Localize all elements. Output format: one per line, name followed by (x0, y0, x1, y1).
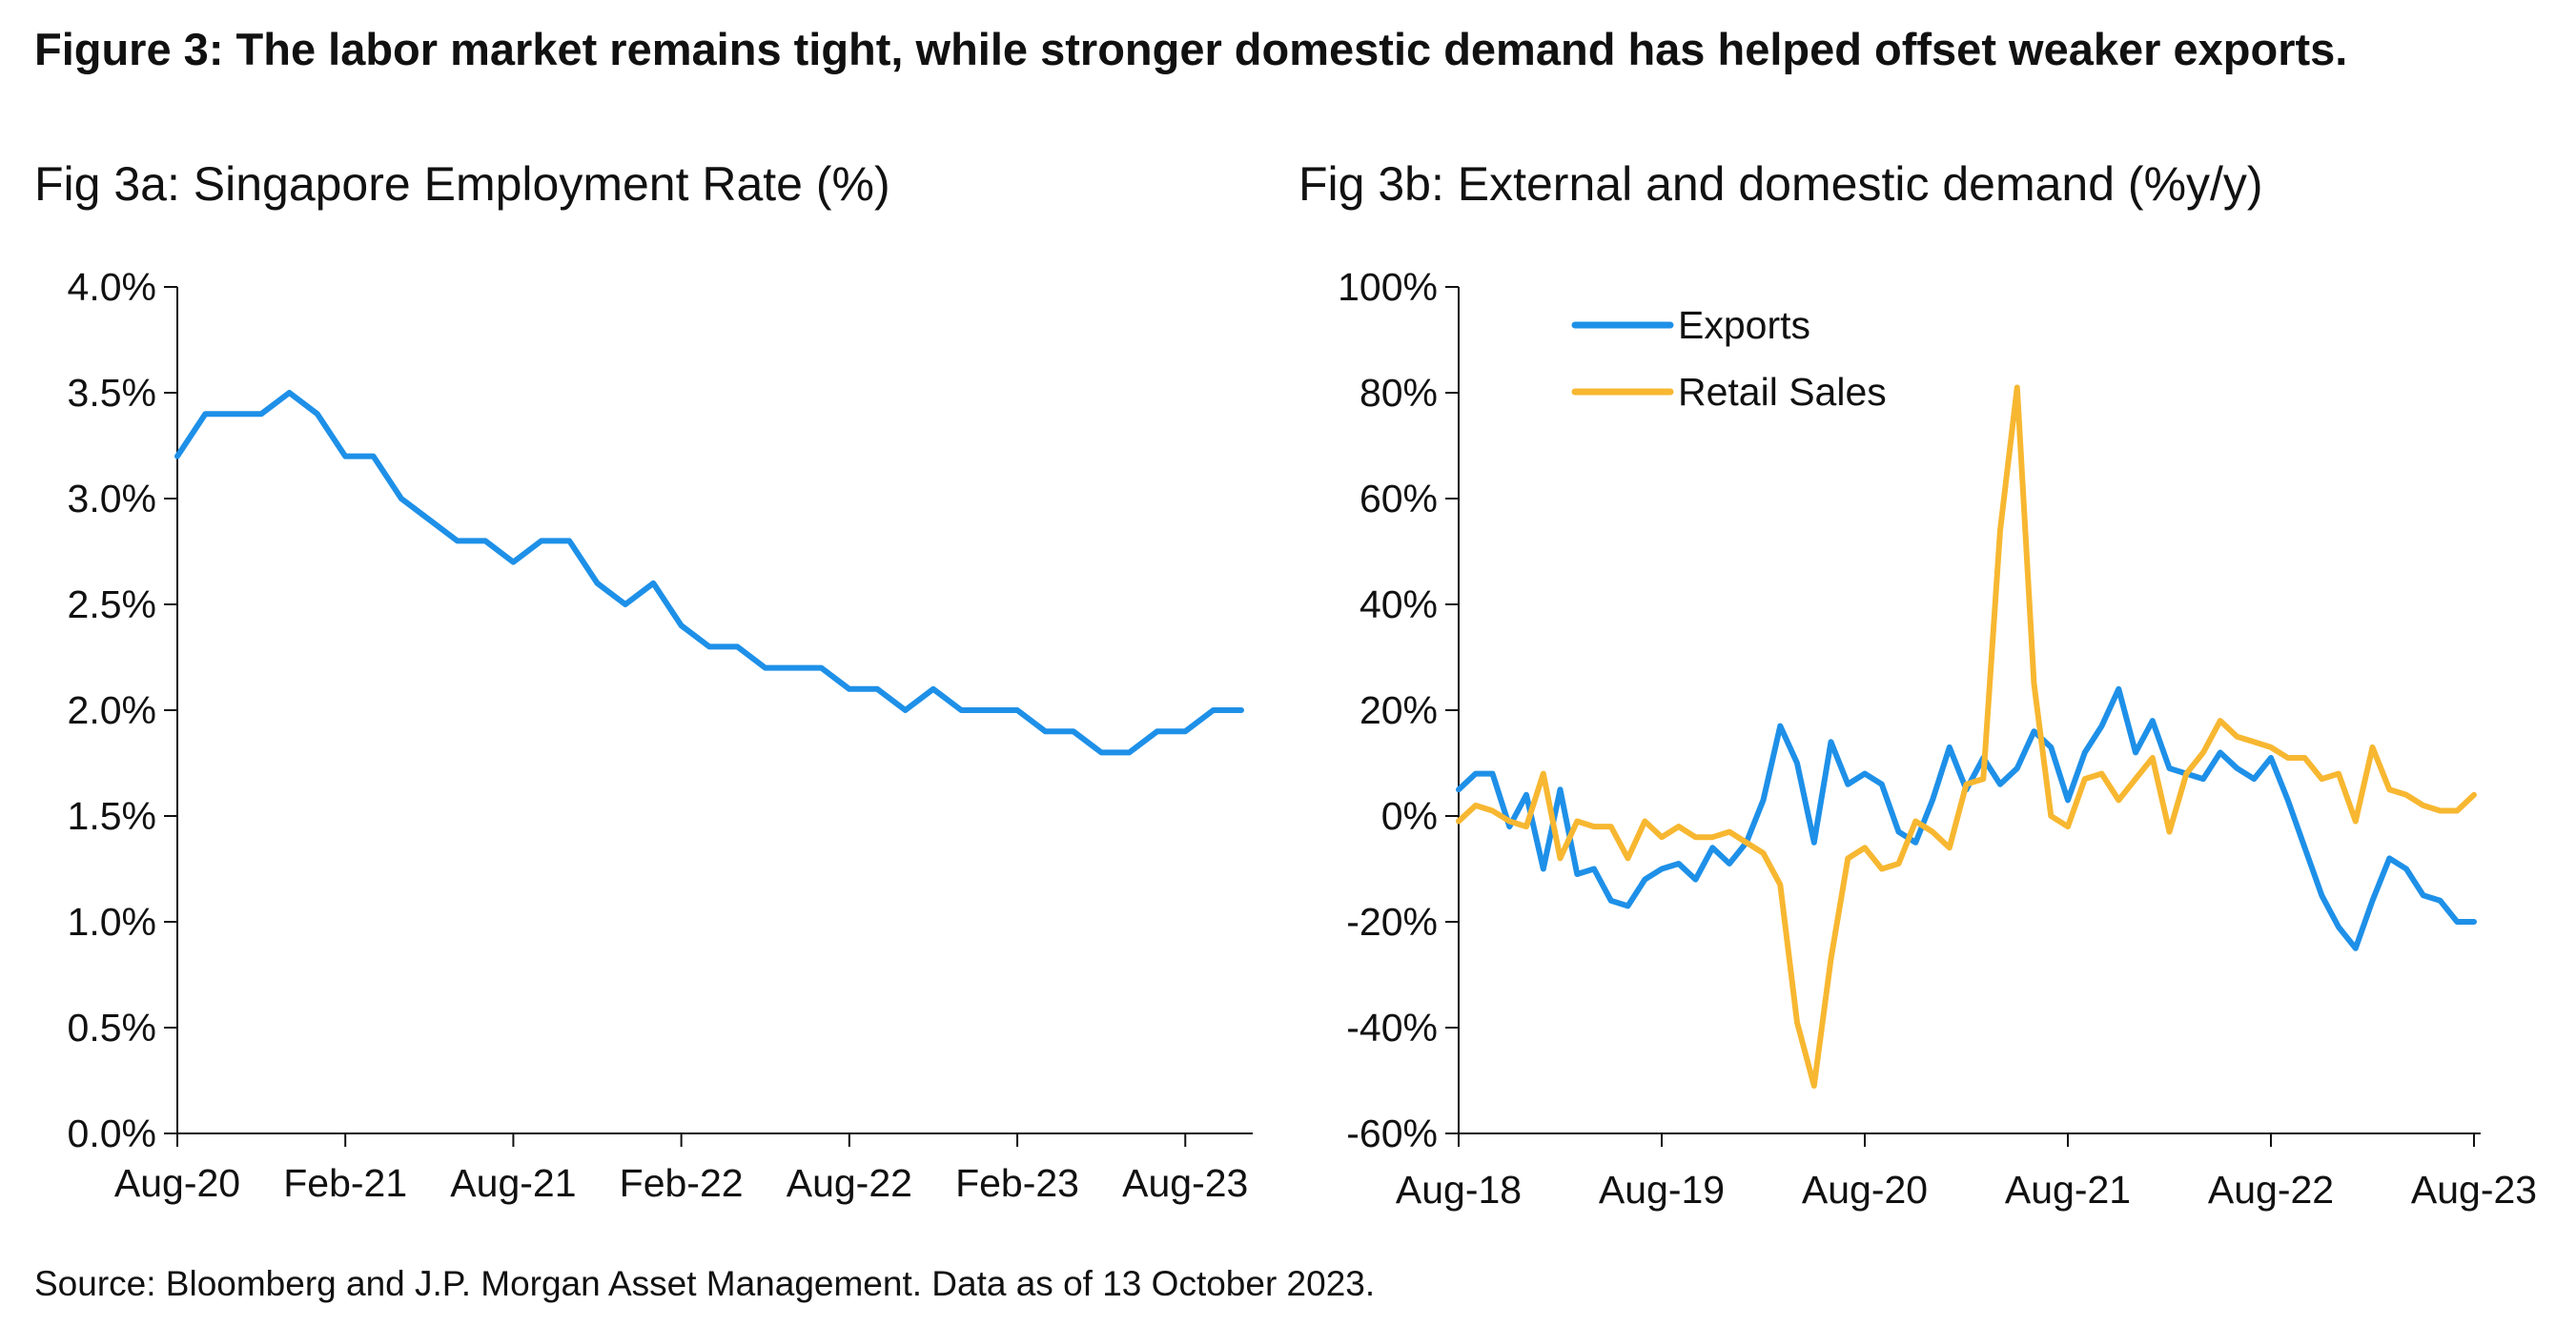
y-tick-label: 1.0% (68, 900, 156, 944)
x-tick-label: Feb-21 (283, 1161, 407, 1205)
chart-3a-employment-rate: 0.0% 0.5% 1.0% 1.5% 2.0% 2.5% 3.0% 3.5% 4.0% Aug-… (68, 265, 1253, 1205)
x-tick-label: Aug-20 (114, 1161, 240, 1205)
chart-3a-title: Fig 3a: Singapore Employment Rate (%) (34, 157, 890, 211)
y-tick-label: -20% (1346, 900, 1438, 944)
x-tick-label: Feb-23 (955, 1161, 1079, 1205)
y-tick-label: 3.5% (68, 371, 156, 415)
series-line-retail-sales (1456, 384, 2477, 1089)
x-tick-label: Aug-23 (1122, 1161, 1248, 1205)
x-tick-label: Aug-21 (2005, 1168, 2131, 1212)
x-tick-label: Aug-22 (787, 1161, 912, 1205)
y-tick-label: 0% (1381, 794, 1438, 838)
x-tick-label: Aug-19 (1599, 1168, 1725, 1212)
y-tick-label: 40% (1360, 582, 1438, 626)
y-tick-label: 60% (1360, 477, 1438, 520)
y-tick-label: 0.5% (68, 1006, 156, 1050)
chart-3b-title: Fig 3b: External and domestic demand (%y… (1298, 157, 2263, 211)
x-tick-label: Aug-21 (450, 1161, 576, 1205)
y-tick-label: 20% (1360, 688, 1438, 732)
y-tick-label: -60% (1346, 1112, 1438, 1155)
legend-label: Exports (1678, 303, 1810, 347)
x-tick-label: Aug-23 (2411, 1168, 2537, 1212)
figure-title: Figure 3: The labor market remains tight… (34, 24, 2348, 74)
y-tick-label: 100% (1338, 265, 1438, 309)
y-tick-label: 2.5% (68, 582, 156, 626)
chart-3b-external-domestic-demand: -60% -40% -20% 0% 20% 40% 60% 80% 100% Aug-18 Aug-… (1338, 265, 2537, 1212)
y-tick-label: 3.0% (68, 477, 156, 520)
x-tick-label: Feb-22 (620, 1161, 744, 1205)
x-tick-label: Aug-22 (2208, 1168, 2334, 1212)
y-tick-label: 2.0% (68, 688, 156, 732)
y-tick-label: 0.0% (68, 1112, 156, 1155)
x-tick-label: Aug-18 (1396, 1168, 1522, 1212)
source-note: Source: Bloomberg and J.P. Morgan Asset … (34, 1264, 1376, 1303)
y-tick-label: 1.5% (68, 794, 156, 838)
series-line-exports (1456, 685, 2477, 951)
y-tick-label: -40% (1346, 1006, 1438, 1050)
y-tick-label: 80% (1360, 371, 1438, 415)
legend-label: Retail Sales (1678, 370, 1887, 414)
x-tick-label: Aug-20 (1802, 1168, 1928, 1212)
series-line (174, 390, 1244, 756)
y-tick-label: 4.0% (68, 265, 156, 309)
